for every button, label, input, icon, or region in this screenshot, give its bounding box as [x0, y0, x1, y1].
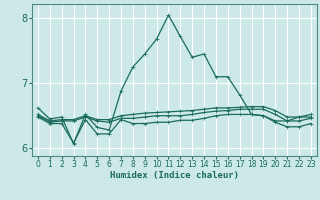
X-axis label: Humidex (Indice chaleur): Humidex (Indice chaleur): [110, 171, 239, 180]
